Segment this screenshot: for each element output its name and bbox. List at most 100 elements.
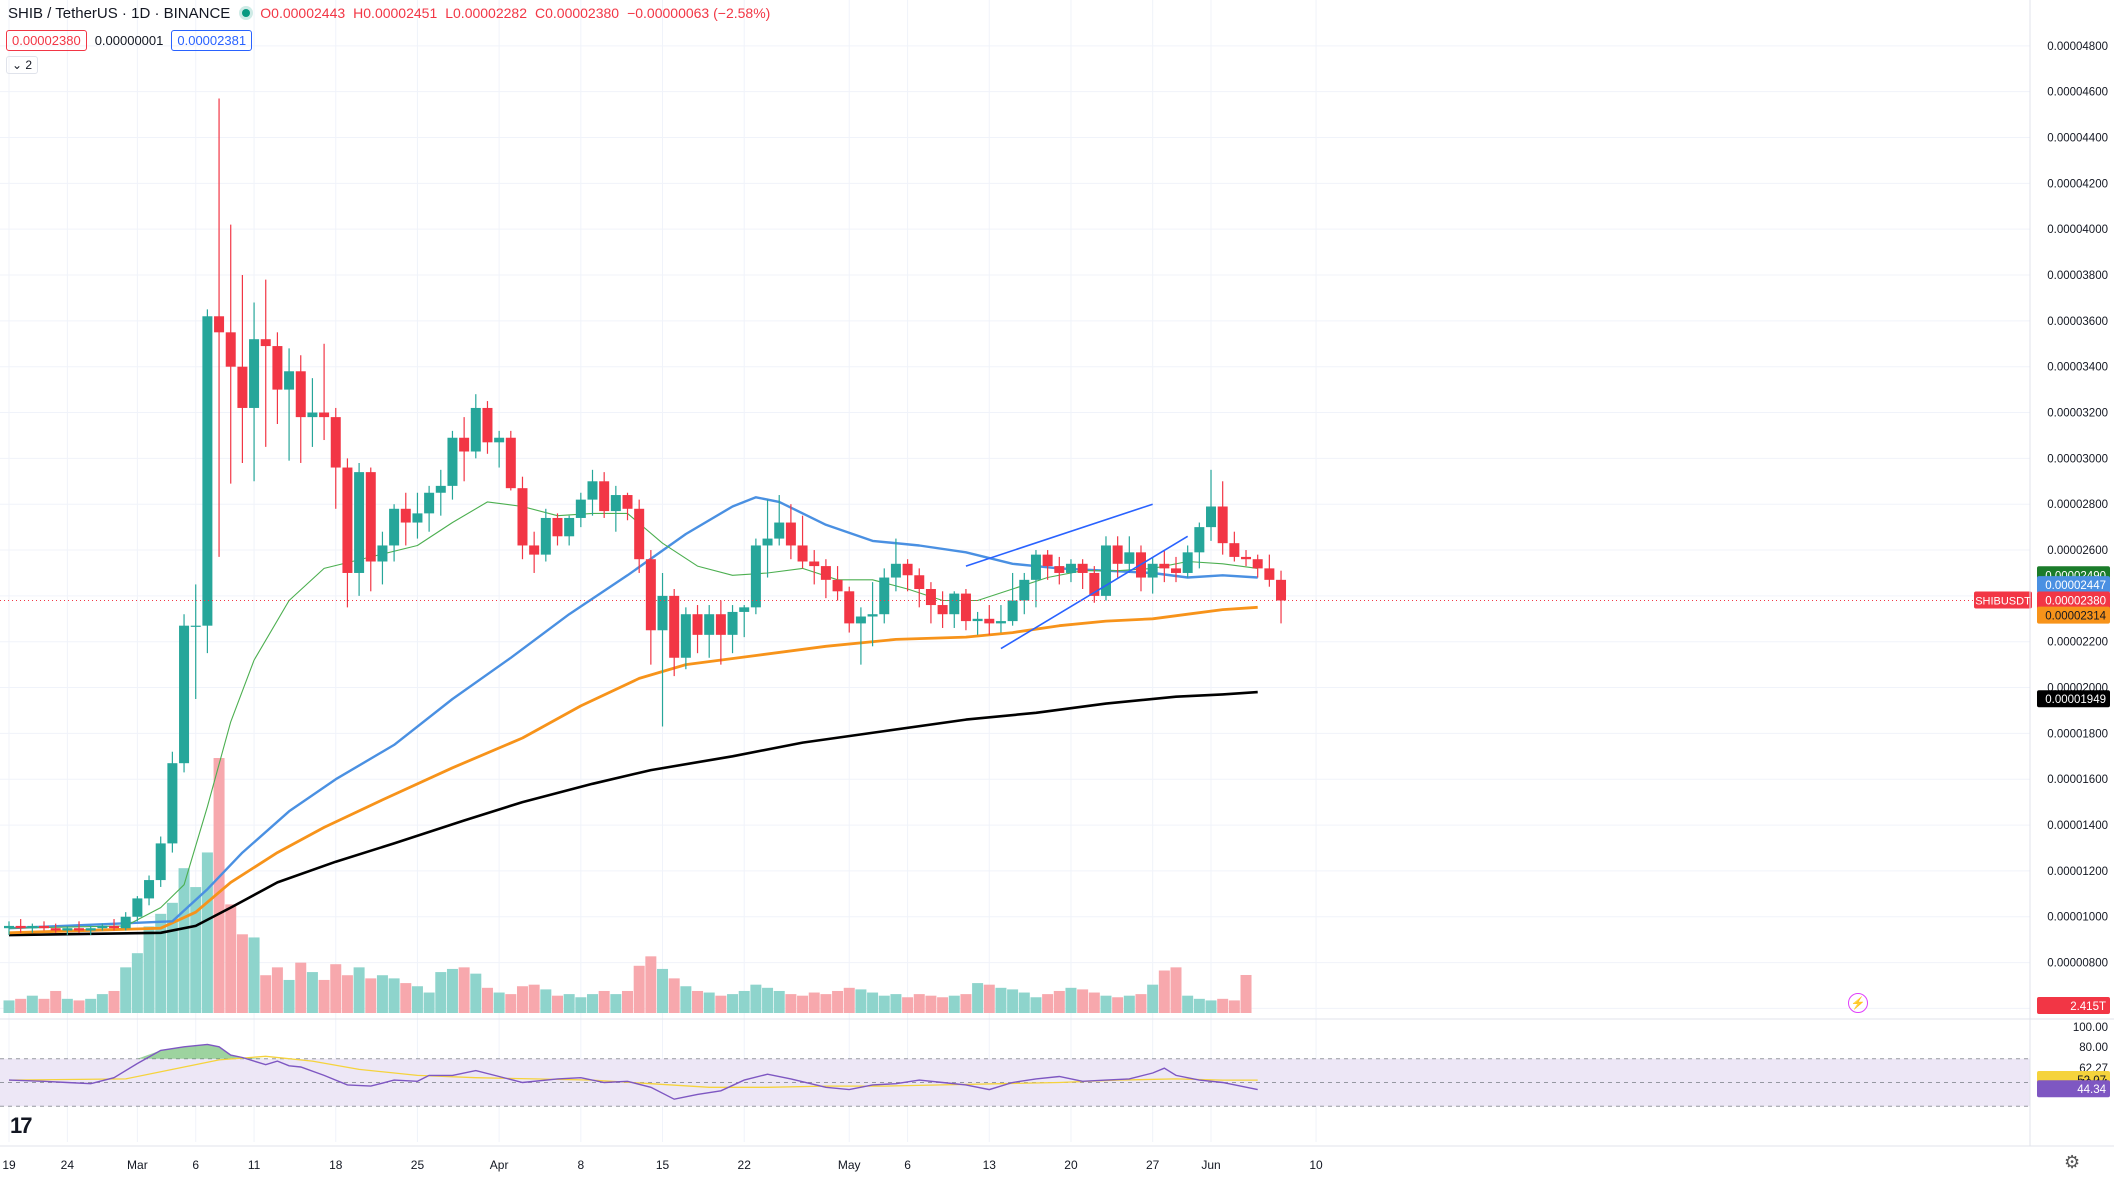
- volume-bar: [1158, 970, 1170, 1013]
- volume-bar: [166, 902, 178, 1013]
- candle-body: [552, 517, 563, 537]
- tradingview-logo[interactable]: 17: [10, 1113, 33, 1138]
- candle-body: [167, 763, 178, 844]
- volume-tag-bg: [2037, 997, 2110, 1014]
- candle-body: [365, 472, 376, 562]
- x-axis-tick-label: 6: [904, 1158, 911, 1172]
- candle-body: [995, 621, 1006, 624]
- volume-bar: [1088, 992, 1100, 1013]
- volume-bar: [598, 990, 610, 1013]
- y-axis-tick-label: 0.00001000: [2047, 912, 2108, 924]
- volume-bar: [61, 998, 73, 1013]
- ohlc-change: −0.00000063 (−2.58%): [627, 5, 771, 21]
- rsi-tick-label: 80.00: [2079, 1042, 2108, 1054]
- y-axis-tick-label: 0.00001400: [2047, 820, 2108, 832]
- candle-body: [634, 508, 645, 560]
- settings-gear-icon[interactable]: ⚙: [2064, 1152, 2081, 1172]
- x-axis-tick-label: Mar: [127, 1158, 148, 1172]
- ohlc-open: O0.00002443: [260, 5, 346, 21]
- volume-bar: [423, 992, 435, 1013]
- volume-bar: [832, 990, 844, 1013]
- volume-bar: [481, 987, 493, 1013]
- volume-bar: [248, 937, 260, 1013]
- ma-long-line: [8, 690, 1258, 937]
- volume-bar: [797, 995, 809, 1013]
- x-axis-tick-label: 25: [411, 1158, 425, 1172]
- symbol-title[interactable]: SHIB / TetherUS · 1D · BINANCE: [8, 4, 231, 22]
- candle-body: [762, 538, 773, 546]
- volume-bar: [878, 995, 890, 1013]
- candle-body: [704, 614, 715, 635]
- volume-bar: [15, 998, 27, 1013]
- lightning-icon[interactable]: ⚡: [1848, 993, 1868, 1013]
- volume-bar: [913, 994, 925, 1013]
- volume-bar: [622, 990, 634, 1013]
- volume-bar: [645, 956, 657, 1013]
- candle-body: [319, 412, 330, 418]
- candle-body: [1229, 543, 1240, 557]
- volume-bar: [575, 997, 587, 1013]
- volume-bar: [306, 972, 318, 1013]
- volume-bar: [411, 986, 423, 1013]
- buy-button[interactable]: 0.00002381: [171, 30, 253, 51]
- ticker-tag: SHIBUSDT: [1975, 595, 2031, 607]
- volume-bar: [972, 983, 984, 1013]
- volume-bar: [820, 994, 832, 1013]
- rsi-overbought-fill: [125, 1044, 278, 1059]
- candle-body: [692, 614, 703, 635]
- sell-button[interactable]: 0.00002380: [6, 30, 87, 51]
- y-axis-tick-label: 0.00001800: [2047, 728, 2108, 740]
- volume-bar: [727, 994, 739, 1013]
- volume-bar: [1065, 987, 1077, 1013]
- x-axis-tick-label: 8: [577, 1158, 584, 1172]
- volume-bar: [563, 994, 575, 1013]
- candle-body: [949, 593, 960, 615]
- volume-bar: [1147, 984, 1159, 1013]
- candle-body: [1077, 563, 1088, 573]
- volume-bar: [213, 758, 225, 1013]
- trade-buttons: 0.00002380 0.00000001 0.00002381: [6, 30, 253, 51]
- volume-bar: [1135, 994, 1147, 1013]
- volume-bar: [318, 979, 330, 1013]
- volume-bar: [1228, 1000, 1240, 1013]
- candle-body: [540, 517, 551, 555]
- ma-slow-tag: 0.00002314: [2045, 611, 2106, 623]
- volume-bar: [341, 975, 353, 1013]
- channel-trendline: [1000, 535, 1189, 650]
- candle-body: [914, 575, 925, 590]
- volume-bar: [38, 998, 50, 1013]
- volume-bar: [843, 987, 855, 1013]
- indicators-count: 2: [25, 58, 33, 72]
- volume-tag: 2.415T: [2070, 1001, 2106, 1013]
- rsi-tick-label: 100.00: [2073, 1022, 2108, 1034]
- candle-body: [4, 925, 14, 929]
- volume-bar: [925, 995, 937, 1013]
- candle-body: [890, 563, 901, 578]
- volume-bar: [96, 994, 108, 1013]
- x-axis-tick-label: 27: [1146, 1158, 1160, 1172]
- y-axis-tick-label: 0.00000800: [2047, 958, 2108, 970]
- volume-bar: [610, 994, 622, 1013]
- candle-body: [529, 545, 540, 555]
- candle-body: [400, 508, 411, 523]
- ohlc-high: H0.00002451: [353, 5, 438, 21]
- ticker-tag-bg: [1974, 591, 2032, 609]
- y-axis-tick-label: 0.00001600: [2047, 774, 2108, 786]
- candle-body: [260, 339, 271, 347]
- volume-bar: [738, 990, 750, 1013]
- volume-bar: [1042, 994, 1054, 1013]
- volume-bar: [715, 995, 727, 1013]
- indicators-toggle[interactable]: ⌄ 2: [6, 56, 39, 74]
- candle-body: [62, 928, 73, 931]
- candle-body: [960, 593, 971, 622]
- ohlc-close: C0.00002380: [535, 5, 620, 21]
- y-axis-tick-label: 0.00002200: [2047, 637, 2108, 649]
- candle-body: [1241, 556, 1252, 560]
- candle-body: [284, 371, 295, 390]
- market-status-icon: [242, 9, 251, 17]
- candle-body: [715, 614, 726, 635]
- volume-bar: [85, 998, 97, 1013]
- x-axis-tick-label: 19: [2, 1158, 16, 1172]
- candle-body: [1182, 552, 1193, 573]
